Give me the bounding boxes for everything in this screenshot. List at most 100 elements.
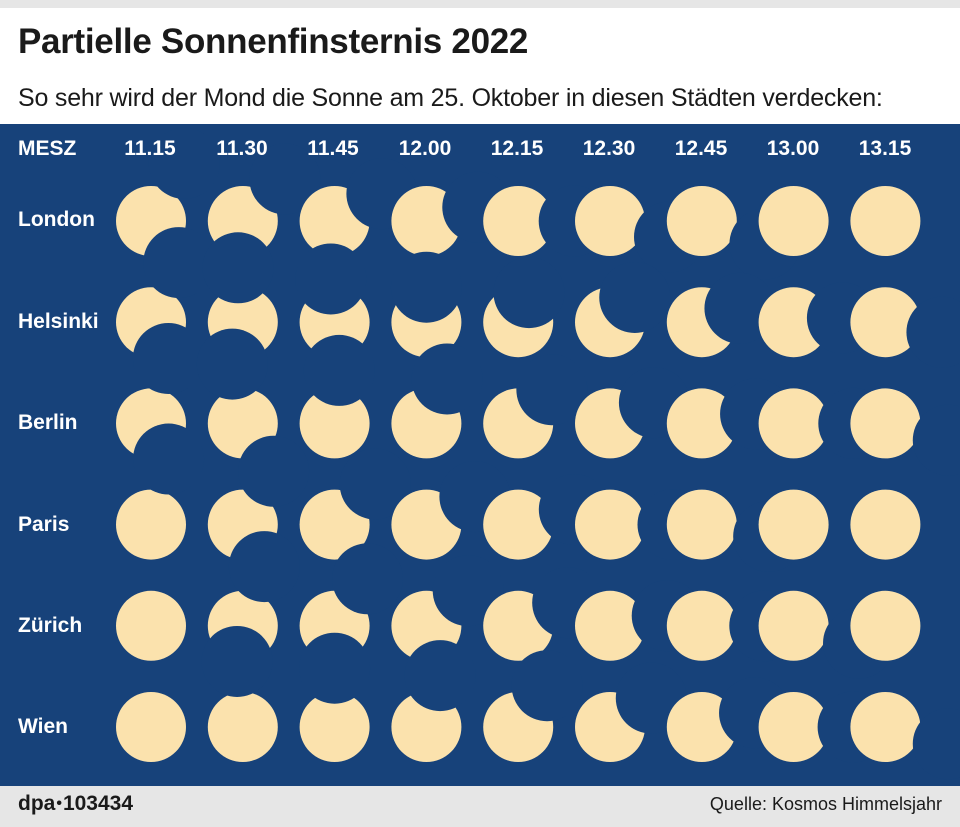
sun-icon <box>116 489 186 560</box>
sun-icon <box>483 186 554 256</box>
moon-shadow <box>132 322 204 394</box>
moon-shadow <box>390 251 462 323</box>
sun-disc <box>391 640 476 762</box>
sun-icon <box>575 590 645 661</box>
sun-icon <box>116 590 186 661</box>
sun-icon <box>850 186 921 256</box>
sun-icon <box>575 489 645 560</box>
moon-shadow <box>202 232 274 304</box>
top-bar <box>0 0 960 8</box>
moon-shadow <box>493 257 565 329</box>
sun-disc <box>391 343 483 459</box>
sun-disc <box>390 251 462 358</box>
sun-disc <box>758 489 829 560</box>
sun-icon <box>666 186 737 256</box>
city-label-zurich: Zürich <box>18 614 83 637</box>
moon-shadow <box>704 272 776 344</box>
sun-disc <box>850 186 921 256</box>
time-label: 12.45 <box>674 137 728 160</box>
moon-shadow <box>332 543 404 615</box>
sun-disc <box>666 272 776 358</box>
moon-shadow <box>228 531 300 603</box>
sun-disc <box>850 388 960 476</box>
sun-icon <box>666 388 737 459</box>
sun-disc <box>483 257 565 358</box>
city-label-london: London <box>18 208 95 231</box>
moon-shadow <box>906 296 960 368</box>
logo-dot: • <box>56 795 62 812</box>
moon-shadow <box>516 354 588 426</box>
sun-disc <box>196 328 278 459</box>
moon-shadow <box>912 708 960 780</box>
sun-icon <box>850 489 921 560</box>
source-credit: Quelle: Kosmos Himmelsjahr <box>709 794 942 814</box>
time-label: 11.45 <box>307 137 359 160</box>
time-label: 12.15 <box>490 137 544 160</box>
sun-disc <box>850 287 960 368</box>
sun-icon <box>299 388 370 459</box>
time-label: 11.30 <box>216 137 268 160</box>
sun-disc <box>850 692 960 780</box>
sun-disc <box>201 625 278 762</box>
sun-icon <box>207 692 278 762</box>
logo-text: dpa <box>18 792 56 815</box>
sun-disc <box>850 590 921 661</box>
sun-disc <box>575 261 671 358</box>
sun-icon <box>758 489 829 560</box>
sun-icon <box>666 489 737 560</box>
moon-shadow <box>133 423 205 495</box>
sun-disc <box>483 650 583 762</box>
moon-shadow <box>299 632 371 704</box>
city-label-berlin: Berlin <box>18 411 78 434</box>
moon-shadow <box>249 143 321 215</box>
moon-shadow <box>432 555 504 627</box>
sun-icon <box>483 489 554 560</box>
city-label-helsinki: Helsinki <box>18 310 99 333</box>
sun-icon <box>758 692 829 762</box>
moon-shadow <box>912 404 960 476</box>
timezone-label: MESZ <box>18 137 77 160</box>
city-label-wien: Wien <box>18 715 68 738</box>
sun-disc <box>116 423 205 560</box>
city-label-paris: Paris <box>18 513 70 536</box>
time-label: 11.15 <box>124 137 176 160</box>
moon-shadow <box>404 640 476 712</box>
sun-disc <box>850 489 921 560</box>
sun-icon <box>666 590 737 661</box>
sun-icon <box>299 692 370 762</box>
dpa-logo: dpa•103434 <box>18 792 133 816</box>
sun-disc <box>575 662 687 762</box>
sun-disc <box>299 334 375 459</box>
time-label: 13.15 <box>858 137 912 160</box>
moon-shadow <box>599 261 671 333</box>
sun-disc <box>758 186 829 256</box>
sun-icon <box>850 287 921 358</box>
page-subtitle: So sehr wird der Mond die Sonne am 25. O… <box>18 84 883 112</box>
moon-shadow <box>196 328 268 400</box>
time-label: 13.00 <box>766 137 820 160</box>
sun-disc <box>299 448 411 560</box>
sun-icon <box>850 388 921 459</box>
sun-icon <box>850 590 921 661</box>
sun-icon <box>575 186 645 256</box>
eclipse-grid <box>116 127 960 780</box>
sun-disc <box>202 232 278 358</box>
time-label: 12.30 <box>582 137 636 160</box>
moon-shadow <box>201 625 273 697</box>
footer-bar <box>0 786 960 827</box>
moon-shadow <box>411 343 483 415</box>
moon-shadow <box>143 227 215 299</box>
sun-disc <box>116 692 186 762</box>
eclipse-grid-panel <box>0 124 960 786</box>
moon-shadow <box>511 650 583 722</box>
sun-disc <box>483 354 588 459</box>
sun-icon <box>758 388 829 459</box>
graphic-number: 103434 <box>62 792 134 815</box>
sun-icon <box>116 692 186 762</box>
sun-icon <box>758 186 829 256</box>
moon-shadow <box>238 435 310 507</box>
moon-shadow <box>295 243 367 315</box>
page-title: Partielle Sonnenfinsternis 2022 <box>18 22 529 61</box>
sun-disc <box>299 632 371 762</box>
sun-disc <box>116 590 186 661</box>
